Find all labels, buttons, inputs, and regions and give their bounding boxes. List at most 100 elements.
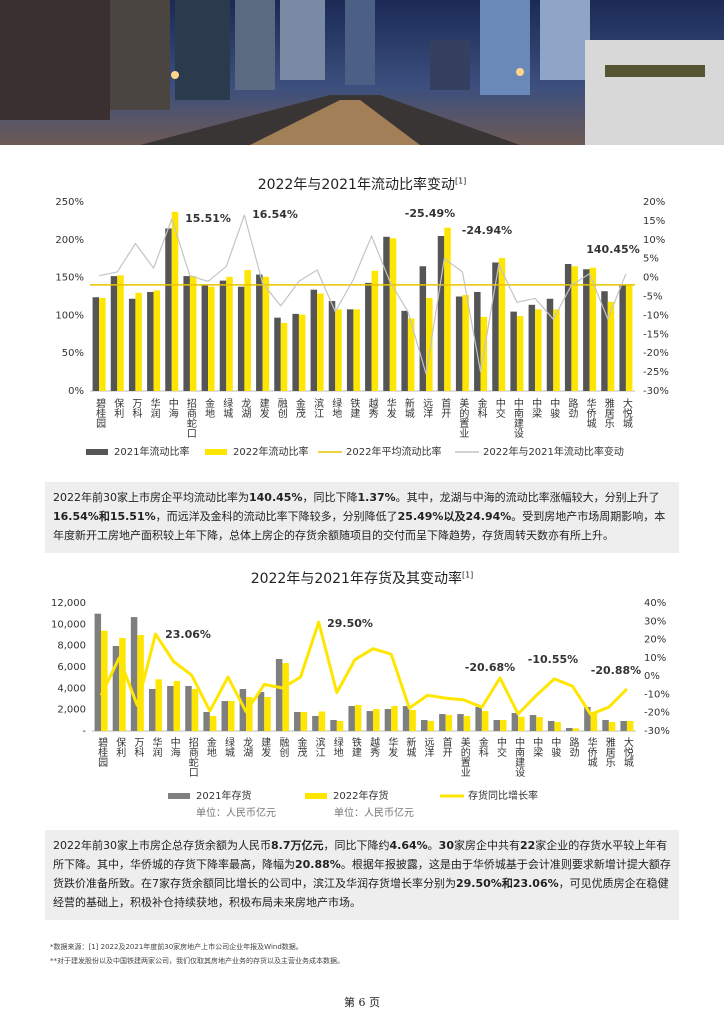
bar (547, 720, 555, 731)
y-tick-label: 150% (55, 273, 84, 284)
bar (419, 266, 427, 391)
paragraph: 2022年前30家上市房企总存货余额为人民币8.7万亿元，同比下降约4.64%。… (45, 830, 679, 920)
y-tick-label: 6,000 (57, 662, 86, 673)
y2-tick-label: 20% (643, 197, 665, 208)
bar (246, 696, 253, 731)
bar (608, 722, 616, 731)
bar (518, 716, 525, 731)
bar (310, 289, 318, 391)
legend-label: 2022年存货 (333, 789, 388, 802)
annotation: -24.94% (462, 224, 512, 237)
y2-tick-label: -20% (643, 348, 669, 359)
bar (626, 720, 634, 731)
bar (462, 294, 469, 391)
y2-tick-label: 20% (644, 635, 666, 646)
text-run: 30 (438, 839, 454, 852)
bar (275, 659, 283, 731)
x-tick-label: 越秀 (368, 736, 380, 758)
bar (564, 263, 572, 391)
y2-tick-label: -10% (643, 310, 669, 321)
bar (566, 728, 573, 731)
bar (155, 679, 162, 731)
bar (335, 309, 342, 391)
x-tick-label: 建发 (259, 736, 271, 758)
bar (498, 257, 506, 391)
bar (409, 709, 416, 731)
x-tick-label: 华发 (386, 736, 398, 758)
text-run: 20.88% (295, 858, 341, 871)
bar (262, 276, 270, 391)
bar (420, 720, 428, 731)
bar (189, 276, 197, 391)
bar (171, 211, 179, 391)
chart-title: 2022年与2021年流动比率变动[1] (0, 174, 724, 194)
bar (463, 715, 471, 731)
bar (346, 309, 354, 391)
x-tick-label: 融创 (275, 398, 287, 419)
legend-label: 2022年流动比率 (233, 445, 308, 458)
y-tick-label: 8,000 (57, 641, 86, 652)
legend-label: 2022年与2021年流动比率变动 (483, 445, 624, 458)
y-tick-label: 12,000 (51, 598, 86, 609)
bar (535, 309, 542, 391)
bar (529, 715, 537, 731)
x-tick-label: 金地 (204, 736, 216, 757)
bar (383, 236, 390, 391)
text-run: 1.37% (357, 491, 396, 504)
x-tick-label: 越秀 (366, 397, 378, 419)
text-run: 29.50%和23.06% (456, 877, 559, 890)
x-tick-label: 中梁 (531, 736, 543, 758)
bar (583, 269, 590, 391)
annotation: 23.06% (165, 628, 211, 641)
text-run: 。其中，龙湖与中海的流动比率涨幅较大，分别上升了 (395, 491, 660, 504)
bar (282, 663, 289, 731)
bar (625, 284, 633, 391)
bar (119, 637, 126, 731)
y-tick-label: 0% (68, 386, 84, 397)
text-run: 家房企中共有 (453, 839, 520, 852)
title-text: 2022年与2021年流动比率变动 (257, 177, 455, 193)
unit-label: 单位：人民币亿元 (334, 806, 414, 819)
bar (481, 711, 489, 731)
footnote: *数据来源：[1] 2022及2021年度前30家房地产上市公司企业年报及Win… (50, 943, 303, 951)
bar (208, 286, 215, 391)
bar (391, 706, 398, 731)
y2-tick-label: 5% (643, 254, 659, 265)
legend-label: 2021年存货 (196, 789, 251, 802)
x-tick-label: 远洋 (421, 398, 433, 419)
legend-label: 2022年平均流动比率 (346, 445, 441, 458)
y2-tick-label: 30% (644, 616, 666, 627)
page-number: 第 6 页 (344, 996, 380, 1009)
bar (354, 704, 362, 731)
y2-tick-label: 0% (644, 671, 660, 682)
x-tick-label: 金科 (476, 736, 488, 758)
bar (165, 228, 172, 391)
bar (112, 645, 120, 731)
bar (292, 313, 299, 391)
y2-tick-label: 40% (644, 598, 666, 609)
y-tick-label: 50% (62, 348, 84, 359)
bar (99, 298, 106, 391)
bar (457, 714, 464, 731)
bar (426, 298, 433, 391)
bar (203, 712, 210, 731)
bar (571, 266, 578, 391)
x-tick-label: 中海 (166, 397, 178, 419)
x-tick-label: 绿城 (223, 736, 235, 758)
x-tick-label: 绿城 (221, 397, 233, 419)
x-tick-label: 首开 (440, 736, 452, 758)
y2-tick-label: -15% (643, 329, 669, 340)
text-run: ，同比下降 (302, 491, 358, 504)
bar (553, 309, 560, 391)
y2-tick-label: -30% (643, 386, 669, 397)
y2-tick-label: 10% (644, 653, 666, 664)
bar (167, 685, 174, 731)
text-run: 8.7万亿元 (271, 839, 324, 852)
bar (228, 701, 235, 731)
x-tick-label: 滨江 (313, 736, 325, 757)
bar (257, 691, 265, 731)
y2-tick-label: 15% (643, 216, 665, 227)
bar (401, 310, 408, 391)
bar (173, 680, 181, 731)
x-tick-label: 金地 (203, 397, 215, 418)
